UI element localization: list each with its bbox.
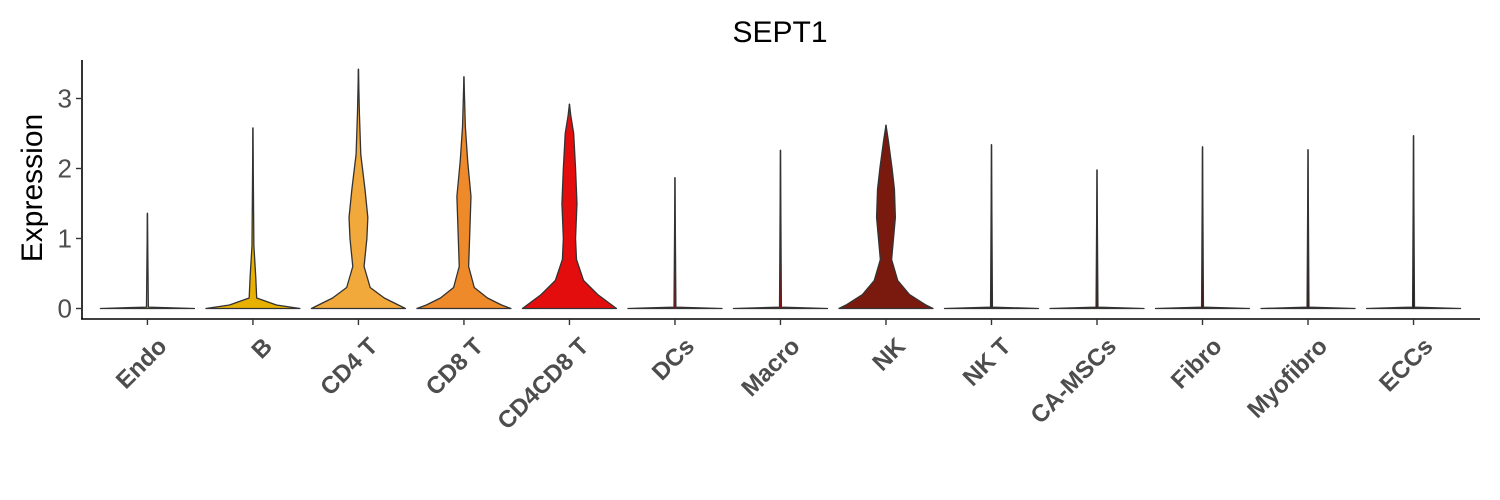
violin-cd8-t	[416, 76, 512, 310]
x-tick-label-nk: NK	[867, 332, 911, 376]
x-tick-label-myofibro: Myofibro	[1242, 333, 1333, 424]
y-tick-label: 3	[58, 84, 72, 114]
x-tick-label-cd4cd8-t: CD4CD8 T	[492, 333, 594, 435]
x-tick-label-ca-mscs: CA-MSCs	[1026, 333, 1122, 429]
x-tick-label-cd8-t: CD8 T	[421, 333, 489, 401]
violin-nk	[838, 124, 934, 310]
violin-ca-mscs	[1049, 169, 1145, 310]
chart-title: SEPT1	[732, 16, 827, 49]
y-tick-label: 2	[58, 154, 72, 184]
violins-layer	[99, 68, 1462, 310]
x-tick-label-dcs: DCs	[647, 333, 700, 386]
x-tick-label-fibro: Fibro	[1166, 333, 1228, 395]
y-ticks: 0 1 2 3	[58, 84, 82, 324]
violin-cd4-t	[310, 68, 407, 310]
x-ticks: Endo B CD4 T CD8 T CD4CD8 T DCs Macro NK NK T CA-…	[111, 319, 1438, 435]
x-tick-label-endo: Endo	[111, 333, 173, 395]
y-axis-label: Expression	[16, 114, 49, 262]
violin-eccs	[1365, 134, 1462, 310]
y-tick-label: 1	[58, 224, 72, 254]
violin-nk-t	[943, 144, 1040, 310]
violin-myofibro	[1260, 148, 1356, 310]
violin-endo	[99, 212, 196, 310]
x-tick-label-cd4-t: CD4 T	[315, 333, 383, 401]
violin-fibro	[1154, 146, 1251, 310]
y-tick-label: 0	[58, 294, 72, 324]
x-tick-label-b: B	[247, 333, 278, 364]
x-tick-label-macro: Macro	[736, 333, 805, 402]
violin-dcs	[627, 176, 723, 310]
x-tick-label-nk-t: NK T	[958, 333, 1017, 392]
violin-cd4cd8-t	[521, 103, 618, 310]
violin-macro	[732, 149, 829, 310]
x-tick-label-eccs: ECCs	[1374, 333, 1438, 397]
violin-b	[205, 127, 301, 310]
